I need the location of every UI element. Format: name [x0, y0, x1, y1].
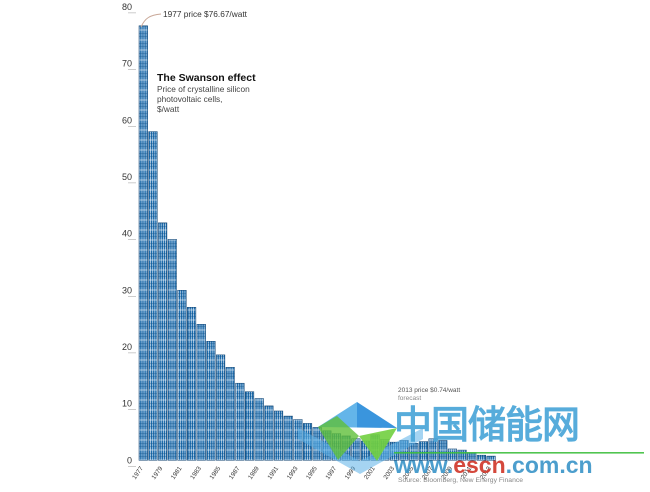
svg-text:10: 10: [122, 399, 132, 409]
svg-text:1983: 1983: [189, 465, 203, 481]
svg-text:50: 50: [122, 172, 132, 182]
svg-text:1977: 1977: [131, 465, 145, 481]
svg-text:1991: 1991: [266, 465, 280, 481]
svg-text:1995: 1995: [305, 465, 319, 481]
svg-text:20: 20: [122, 342, 132, 352]
svg-text:80: 80: [122, 2, 132, 12]
svg-text:1987: 1987: [228, 465, 242, 481]
svg-text:2013 price $0.74/watt: 2013 price $0.74/watt: [398, 387, 460, 394]
svg-text:Source: Bloomberg, New Energy: Source: Bloomberg, New Energy Finance: [398, 477, 523, 484]
svg-text:forecast: forecast: [398, 395, 421, 402]
svg-text:Price of crystalline silicon: Price of crystalline silicon: [157, 84, 250, 94]
svg-text:40: 40: [122, 229, 132, 239]
svg-text:1985: 1985: [208, 465, 222, 481]
svg-text:1977 price $76.67/watt: 1977 price $76.67/watt: [163, 9, 248, 19]
svg-text:The Swanson effect: The Swanson effect: [157, 72, 256, 84]
svg-text:1997: 1997: [324, 465, 338, 481]
svg-text:中国储能网: 中国储能网: [394, 405, 579, 447]
svg-text:70: 70: [122, 59, 132, 69]
svg-text:1993: 1993: [286, 465, 300, 481]
svg-text:photovoltaic cells,: photovoltaic cells,: [157, 94, 223, 104]
svg-text:1979: 1979: [150, 465, 164, 481]
svg-text:0: 0: [127, 455, 132, 465]
svg-text:60: 60: [122, 115, 132, 125]
svg-text:1989: 1989: [247, 465, 261, 481]
svg-text:$/watt: $/watt: [157, 104, 180, 114]
svg-text:www.escn.com.cn: www.escn.com.cn: [393, 452, 593, 478]
svg-text:1981: 1981: [170, 465, 184, 481]
svg-text:30: 30: [122, 285, 132, 295]
